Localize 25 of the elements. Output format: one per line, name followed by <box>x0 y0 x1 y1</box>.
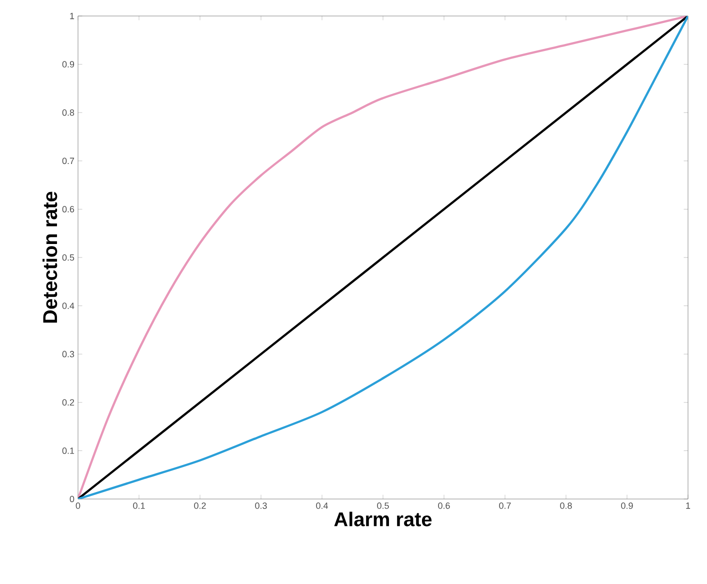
y-tick-label: 0.2 <box>62 399 74 406</box>
x-tick-label: 0.6 <box>438 502 450 509</box>
y-axis-title: Detection rate <box>42 192 58 323</box>
y-tick-label: 0.6 <box>62 206 74 212</box>
x-tick-label: 0.8 <box>560 502 572 509</box>
x-axis-title: Alarm rate <box>334 512 432 526</box>
x-tick-label: 0.3 <box>255 502 267 509</box>
y-tick-label: 0.8 <box>62 109 74 116</box>
x-tick-label: 0.7 <box>499 502 511 509</box>
y-tick-label: 1 <box>70 12 74 20</box>
y-tick-label: 0 <box>70 496 74 502</box>
line-series <box>78 16 688 499</box>
x-tick-label: 0.2 <box>194 502 206 509</box>
x-tick-label: 0.5 <box>377 502 389 509</box>
y-tick-label: 0.1 <box>62 448 74 454</box>
y-tick-label: 0.5 <box>62 254 74 261</box>
x-tick-label: 0.4 <box>316 502 328 509</box>
y-tick-label: 0.7 <box>62 158 74 164</box>
x-tick-label: 0.9 <box>621 502 633 509</box>
y-tick-label: 0.9 <box>62 61 74 68</box>
x-tick-label: 0 <box>76 502 80 509</box>
y-tick-label: 0.4 <box>62 302 74 309</box>
x-tick-label: 0.1 <box>133 502 145 509</box>
y-tick-label: 0.3 <box>62 350 74 358</box>
x-tick-label: 1 <box>686 502 690 509</box>
